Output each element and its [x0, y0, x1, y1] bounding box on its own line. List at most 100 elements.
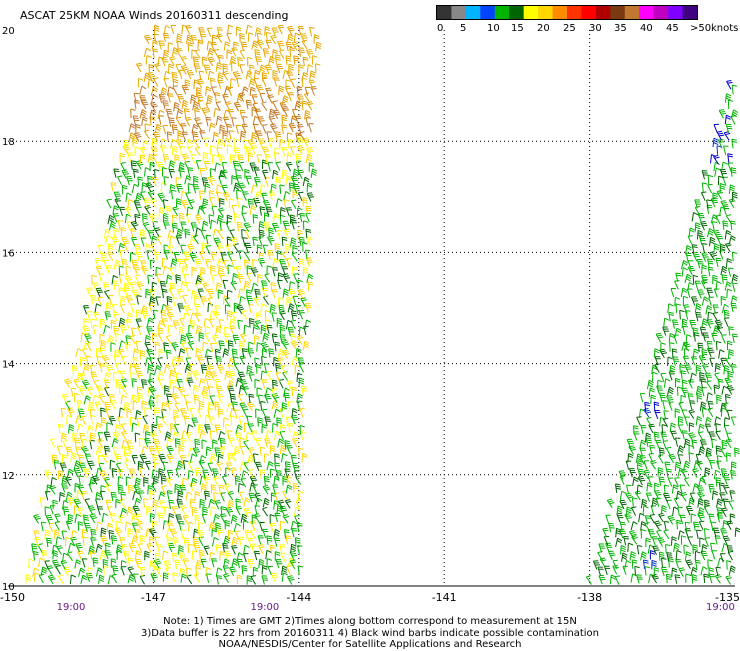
wind-barb — [292, 168, 300, 179]
wind-barb — [260, 303, 268, 313]
wind-barb — [52, 499, 58, 510]
wind-barb — [630, 521, 638, 531]
wind-barb — [662, 326, 670, 336]
wind-barb — [146, 348, 154, 359]
wind-barb — [720, 447, 726, 458]
legend-tick-label: 40 — [640, 23, 653, 34]
wind-barb — [131, 422, 138, 432]
wind-barb — [216, 147, 222, 157]
wind-barb — [113, 191, 121, 201]
wind-barb — [233, 522, 241, 533]
wind-barb — [626, 484, 632, 494]
wind-barb — [76, 423, 84, 433]
wind-barb — [275, 372, 282, 382]
wind-barb — [63, 566, 72, 577]
wind-barb — [241, 212, 247, 222]
wind-barb — [83, 363, 91, 373]
wind-barb — [725, 123, 733, 134]
wind-barb — [262, 332, 270, 343]
wind-barb — [142, 139, 149, 150]
wind-barb — [205, 86, 212, 96]
wind-barb — [65, 476, 72, 487]
wind-barb — [706, 199, 712, 209]
wind-barb — [294, 100, 302, 110]
wind-barb — [134, 477, 142, 487]
wind-barb — [697, 342, 704, 352]
wind-barb — [169, 282, 176, 292]
wind-barb — [154, 169, 160, 179]
wind-barb — [239, 49, 246, 60]
wind-barb — [677, 416, 684, 426]
wind-barb — [719, 183, 726, 193]
wind-barb — [120, 325, 127, 335]
wind-barb — [168, 160, 176, 170]
wind-barb — [247, 423, 255, 433]
wind-barb — [57, 574, 64, 585]
wind-barb — [277, 348, 285, 358]
wind-barb — [615, 537, 623, 548]
legend-tick-label: 45 — [666, 23, 679, 34]
wind-barb — [200, 558, 207, 569]
wind-barb — [293, 32, 301, 43]
wind-barb — [223, 137, 231, 147]
wind-barb — [139, 229, 146, 239]
wind-barb — [298, 258, 305, 268]
wind-barb — [631, 506, 637, 516]
wind-barb — [277, 297, 284, 307]
wind-barb — [616, 513, 624, 523]
wind-barb — [267, 565, 274, 576]
wind-barb — [730, 364, 737, 374]
wind-barb — [95, 543, 103, 553]
wind-barb — [116, 550, 123, 560]
wind-barb — [115, 333, 121, 343]
wind-barb — [230, 514, 238, 525]
wind-barb — [308, 123, 314, 133]
wind-barb — [302, 266, 309, 277]
wind-barb — [259, 521, 265, 532]
wind-barb — [216, 214, 224, 225]
wind-barb — [218, 319, 225, 329]
wind-barb — [310, 86, 317, 96]
wind-barb — [694, 206, 701, 216]
wind-barb — [194, 146, 201, 156]
wind-barb — [726, 340, 733, 351]
wind-barb — [213, 513, 221, 524]
wind-barb — [167, 229, 175, 240]
wind-barb — [244, 168, 250, 179]
wind-barb — [281, 565, 288, 576]
x-tick-label: -150 — [0, 591, 25, 604]
wind-barb — [288, 63, 294, 74]
wind-barb — [136, 417, 143, 428]
wind-barb — [151, 137, 158, 148]
wind-barb — [205, 116, 212, 127]
wind-barb — [654, 490, 662, 500]
wind-barb — [141, 99, 149, 110]
wind-barb — [202, 198, 209, 208]
wind-barb — [272, 267, 279, 277]
wind-barb — [285, 55, 292, 65]
wind-barb — [665, 446, 672, 457]
wind-barb — [153, 558, 162, 569]
wind-barb — [716, 507, 723, 517]
wind-barb — [133, 168, 139, 179]
wind-barb — [688, 432, 696, 442]
wind-barb — [720, 295, 727, 306]
wind-barb — [280, 520, 286, 531]
wind-barb — [243, 507, 252, 518]
wind-barb — [186, 372, 193, 382]
wind-barb — [714, 372, 720, 382]
wind-barb — [658, 551, 665, 561]
wind-barb — [212, 468, 219, 478]
wind-barb — [257, 394, 264, 404]
y-tick-label: 14 — [2, 360, 15, 371]
wind-barb — [233, 41, 239, 52]
wind-barb — [254, 191, 262, 201]
wind-barb — [273, 77, 280, 87]
wind-barb — [244, 529, 251, 540]
wind-barb — [134, 132, 142, 142]
wind-barb — [45, 491, 51, 501]
wind-barb — [60, 407, 67, 418]
wind-barb — [156, 273, 162, 284]
wind-barb — [291, 41, 300, 51]
wind-barb — [177, 490, 184, 500]
